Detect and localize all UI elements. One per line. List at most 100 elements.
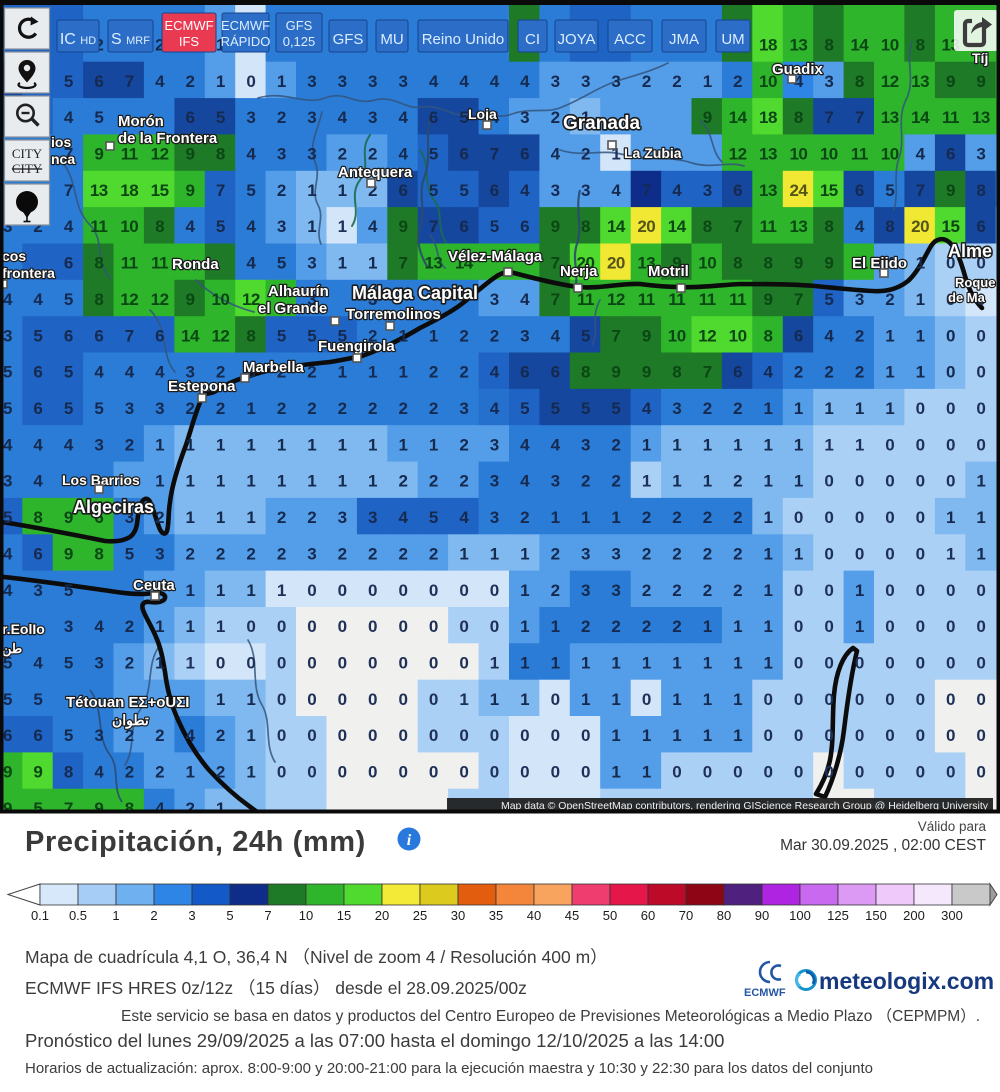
svg-text:11: 11	[638, 290, 655, 309]
svg-text:0: 0	[976, 763, 985, 782]
svg-text:0: 0	[338, 654, 347, 673]
svg-text:5: 5	[64, 581, 73, 600]
svg-text:Málaga Capital: Málaga Capital	[352, 283, 478, 303]
svg-text:5: 5	[459, 181, 468, 200]
svg-text:1: 1	[581, 108, 590, 127]
svg-text:2: 2	[733, 508, 742, 527]
svg-text:6: 6	[429, 108, 438, 127]
svg-text:6: 6	[794, 326, 803, 345]
svg-text:1: 1	[824, 435, 833, 454]
svg-text:9: 9	[399, 217, 408, 236]
svg-text:6: 6	[855, 181, 864, 200]
svg-text:1: 1	[399, 363, 408, 382]
svg-text:1: 1	[916, 363, 925, 382]
svg-text:Roque: Roque	[955, 275, 995, 290]
svg-text:0: 0	[551, 690, 560, 709]
svg-text:10: 10	[729, 326, 747, 345]
svg-text:9: 9	[94, 145, 103, 164]
svg-text:Reino Unido: Reino Unido	[422, 31, 505, 48]
svg-text:1: 1	[611, 726, 620, 745]
svg-text:11: 11	[151, 254, 168, 273]
svg-text:8: 8	[885, 217, 894, 236]
svg-text:2: 2	[186, 544, 195, 563]
svg-text:GFS: GFS	[333, 31, 364, 48]
svg-text:5: 5	[490, 217, 499, 236]
svg-text:10: 10	[881, 36, 899, 55]
svg-text:0,125: 0,125	[283, 34, 316, 49]
svg-text:4: 4	[155, 72, 165, 91]
svg-text:0: 0	[976, 326, 985, 345]
svg-text:2: 2	[216, 363, 225, 382]
svg-text:5: 5	[611, 399, 620, 418]
svg-text:0: 0	[976, 254, 985, 273]
svg-text:1: 1	[216, 435, 225, 454]
svg-text:5: 5	[125, 544, 134, 563]
svg-text:0: 0	[399, 617, 408, 636]
svg-text:0: 0	[824, 617, 833, 636]
svg-text:2: 2	[338, 544, 347, 563]
svg-text:0: 0	[824, 508, 833, 527]
svg-text:4: 4	[642, 399, 652, 418]
svg-text:1: 1	[520, 617, 529, 636]
svg-text:2: 2	[186, 799, 195, 818]
svg-text:0: 0	[946, 290, 955, 309]
svg-text:125: 125	[827, 908, 849, 923]
svg-text:1: 1	[794, 472, 803, 491]
svg-text:3: 3	[490, 435, 499, 454]
svg-text:0: 0	[794, 508, 803, 527]
svg-text:1: 1	[155, 435, 164, 454]
svg-text:0: 0	[916, 508, 925, 527]
svg-text:0: 0	[429, 617, 438, 636]
svg-text:9: 9	[64, 544, 73, 563]
svg-text:5: 5	[64, 72, 73, 91]
svg-text:2: 2	[368, 399, 377, 418]
svg-text:ios: ios	[51, 134, 71, 150]
svg-text:2: 2	[399, 472, 408, 491]
svg-text:100: 100	[789, 908, 811, 923]
svg-text:2: 2	[733, 399, 742, 418]
svg-text:Precipitación, 24h (mm): Precipitación, 24h (mm)	[25, 826, 366, 858]
svg-text:2: 2	[459, 435, 468, 454]
svg-text:CITY: CITY	[12, 146, 43, 161]
svg-text:8: 8	[94, 544, 103, 563]
svg-text:0: 0	[824, 581, 833, 600]
svg-text:el Grande: el Grande	[258, 300, 327, 317]
svg-text:1: 1	[338, 254, 347, 273]
svg-text:0: 0	[824, 544, 833, 563]
svg-text:8: 8	[794, 108, 803, 127]
svg-text:2: 2	[642, 508, 651, 527]
svg-text:1: 1	[611, 690, 620, 709]
svg-text:1: 1	[642, 763, 651, 782]
svg-text:150: 150	[865, 908, 887, 923]
svg-text:Loja: Loja	[468, 106, 497, 122]
svg-text:6: 6	[976, 217, 985, 236]
svg-text:0: 0	[520, 763, 529, 782]
svg-text:1: 1	[733, 435, 742, 454]
svg-text:2: 2	[459, 326, 468, 345]
svg-text:20: 20	[577, 254, 595, 273]
svg-text:2: 2	[277, 544, 286, 563]
svg-text:10: 10	[668, 326, 686, 345]
svg-text:3: 3	[94, 654, 103, 673]
svg-text:1: 1	[581, 508, 590, 527]
svg-text:Pronóstico del lunes 29/09/202: Pronóstico del lunes 29/09/2025 a las 07…	[25, 1030, 724, 1051]
svg-text:1: 1	[855, 617, 864, 636]
svg-text:13: 13	[637, 254, 655, 273]
svg-text:3: 3	[188, 908, 195, 923]
svg-text:2: 2	[368, 326, 377, 345]
svg-text:1: 1	[459, 544, 468, 563]
svg-text:JOYA: JOYA	[557, 31, 595, 48]
svg-text:18: 18	[120, 181, 138, 200]
svg-text:1: 1	[946, 508, 955, 527]
svg-text:0: 0	[916, 617, 925, 636]
svg-text:1: 1	[581, 690, 590, 709]
svg-text:ECMWF IFS HRES 0z/12z （15 días: ECMWF IFS HRES 0z/12z （15 días） desde el…	[25, 978, 527, 998]
svg-text:1: 1	[307, 472, 316, 491]
svg-text:0: 0	[338, 690, 347, 709]
svg-text:1: 1	[672, 654, 681, 673]
svg-text:5: 5	[64, 654, 73, 673]
svg-text:8: 8	[824, 217, 833, 236]
svg-text:0: 0	[368, 690, 377, 709]
svg-text:3: 3	[368, 508, 377, 527]
svg-text:Horarios de actualización: apr: Horarios de actualización: aprox. 8:00-9…	[25, 1060, 873, 1077]
